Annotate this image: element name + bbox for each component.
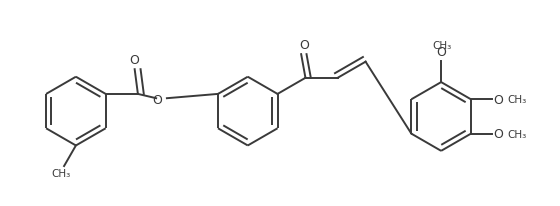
Text: O: O (130, 54, 139, 67)
Text: O: O (299, 39, 309, 52)
Text: CH₃: CH₃ (507, 95, 527, 105)
Text: O: O (493, 93, 503, 106)
Text: CH₃: CH₃ (51, 168, 71, 178)
Text: CH₃: CH₃ (432, 41, 452, 51)
Text: O: O (493, 128, 503, 140)
Text: CH₃: CH₃ (507, 129, 527, 139)
Text: O: O (436, 46, 446, 59)
Text: O: O (152, 93, 162, 106)
